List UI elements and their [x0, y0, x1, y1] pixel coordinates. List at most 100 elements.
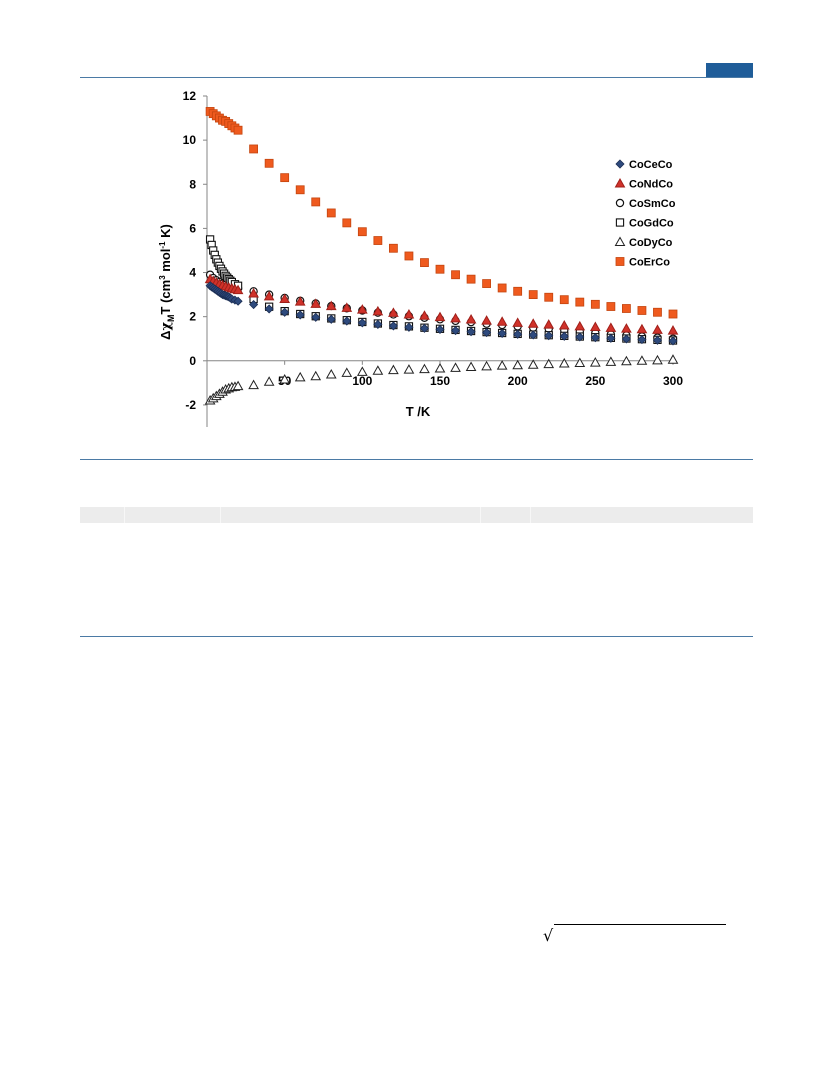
point-CoCeCo [435, 324, 445, 335]
point-CoCeCo [621, 334, 631, 344]
point-CoDyCo [621, 355, 632, 366]
point-CoErCo [466, 274, 476, 284]
point-CoErCo [528, 290, 538, 300]
point-CoDyCo [481, 360, 492, 371]
series-CoNdCo [204, 273, 679, 335]
point-CoCeCo [497, 328, 507, 339]
point-CoCeCo [575, 332, 585, 342]
point-CoErCo [388, 243, 398, 253]
point-CoDyCo [356, 366, 368, 376]
legend-marker-CoNdCo [614, 177, 626, 188]
point-CoNdCo [589, 321, 601, 332]
y-axis-title-sup3: 3 [158, 275, 167, 280]
point-CoDyCo [310, 370, 322, 381]
table-bottom-rule [80, 636, 753, 637]
point-CoCeCo [326, 314, 336, 324]
figure-bottom-rule [80, 459, 753, 460]
point-CoCeCo [280, 307, 290, 317]
point-CoCeCo [419, 323, 430, 333]
point-CoErCo [497, 283, 507, 293]
square-root-symbol: √ [540, 923, 726, 945]
point-CoDyCo [636, 355, 648, 365]
point-CoDyCo [388, 364, 399, 375]
point-CoErCo [357, 227, 367, 237]
point-CoDyCo [341, 367, 353, 377]
point-CoDyCo [279, 374, 291, 384]
point-CoNdCo [294, 296, 306, 306]
point-CoNdCo [481, 315, 492, 325]
x-tick-labels: 50100150200250300 [278, 374, 683, 388]
point-CoErCo [590, 299, 600, 309]
point-CoCeCo [513, 329, 523, 339]
point-CoDyCo [232, 380, 244, 391]
point-CoNdCo [341, 302, 353, 312]
point-CoDyCo [496, 360, 508, 370]
point-CoErCo [404, 251, 414, 261]
y-axis-title-end: K) [158, 224, 173, 241]
point-CoErCo [326, 208, 336, 218]
point-CoCeCo [311, 312, 321, 322]
legend-marker-CoGdCo [615, 218, 625, 227]
point-CoDyCo [403, 364, 415, 374]
point-CoNdCo [403, 308, 415, 319]
point-CoNdCo [450, 312, 461, 323]
point-CoErCo [435, 264, 445, 274]
y-axis-title-delta: Δ [158, 331, 173, 340]
point-CoDyCo [543, 358, 555, 369]
legend-label-CoCeCo: CoCeCo [629, 159, 673, 171]
point-CoCeCo [404, 322, 414, 332]
x-tick-label: 300 [663, 374, 683, 388]
point-CoNdCo [652, 324, 663, 334]
point-CoNdCo [496, 316, 508, 326]
series-CoDyCo [204, 354, 679, 405]
point-CoNdCo [667, 325, 679, 335]
x-axis-title: T /K [406, 404, 431, 419]
legend-label-CoSmCo: CoSmCo [629, 198, 676, 210]
point-CoErCo [575, 297, 585, 307]
point-CoNdCo [310, 298, 322, 308]
y-axis-title-chi: χ [159, 322, 174, 331]
point-CoNdCo [465, 314, 477, 324]
point-CoErCo [280, 173, 290, 183]
y-tick-labels: 12 10 8 6 4 2 0 -2 [183, 89, 197, 412]
point-CoDyCo [434, 363, 446, 373]
point-CoNdCo [372, 305, 384, 316]
point-CoCeCo [450, 326, 461, 336]
point-CoDyCo [294, 371, 306, 382]
point-CoErCo [342, 218, 352, 228]
point-CoCeCo [637, 335, 647, 345]
point-CoNdCo [543, 319, 555, 329]
point-CoNdCo [574, 320, 586, 331]
y-tick-label: 12 [183, 89, 197, 103]
point-CoErCo [311, 197, 321, 207]
point-CoErCo [559, 295, 569, 305]
point-CoErCo [233, 125, 243, 135]
legend-marker-CoSmCo [615, 198, 625, 208]
y-tick-label: 0 [189, 354, 196, 368]
point-CoCeCo [264, 304, 274, 314]
point-CoDyCo [263, 376, 275, 386]
point-CoCeCo [466, 327, 476, 337]
point-CoDyCo [667, 354, 679, 364]
point-CoDyCo [574, 357, 586, 368]
point-CoCeCo [544, 331, 554, 341]
legend-label-CoNdCo: CoNdCo [629, 179, 673, 191]
point-CoNdCo [356, 304, 368, 314]
point-CoErCo [482, 279, 492, 288]
point-CoDyCo [589, 357, 601, 367]
legend-label-CoDyCo: CoDyCo [629, 237, 673, 249]
point-CoCeCo [249, 299, 259, 310]
point-CoDyCo [527, 359, 539, 369]
point-CoCeCo [373, 319, 383, 329]
point-CoDyCo [450, 362, 461, 372]
point-CoNdCo [621, 323, 632, 333]
y-axis-title: ΔχMT (cm3 mol-1 K) [158, 224, 176, 340]
point-CoErCo [606, 302, 616, 311]
y-tick-label: -2 [185, 398, 196, 412]
legend: CoCeCo CoNdCo CoSmCo CoGdCo CoDyCo CoErCo [614, 159, 676, 269]
point-CoErCo [637, 306, 647, 315]
point-CoErCo [264, 158, 274, 168]
y-axis-title-supm1: -1 [158, 241, 167, 249]
point-CoNdCo [605, 322, 617, 332]
